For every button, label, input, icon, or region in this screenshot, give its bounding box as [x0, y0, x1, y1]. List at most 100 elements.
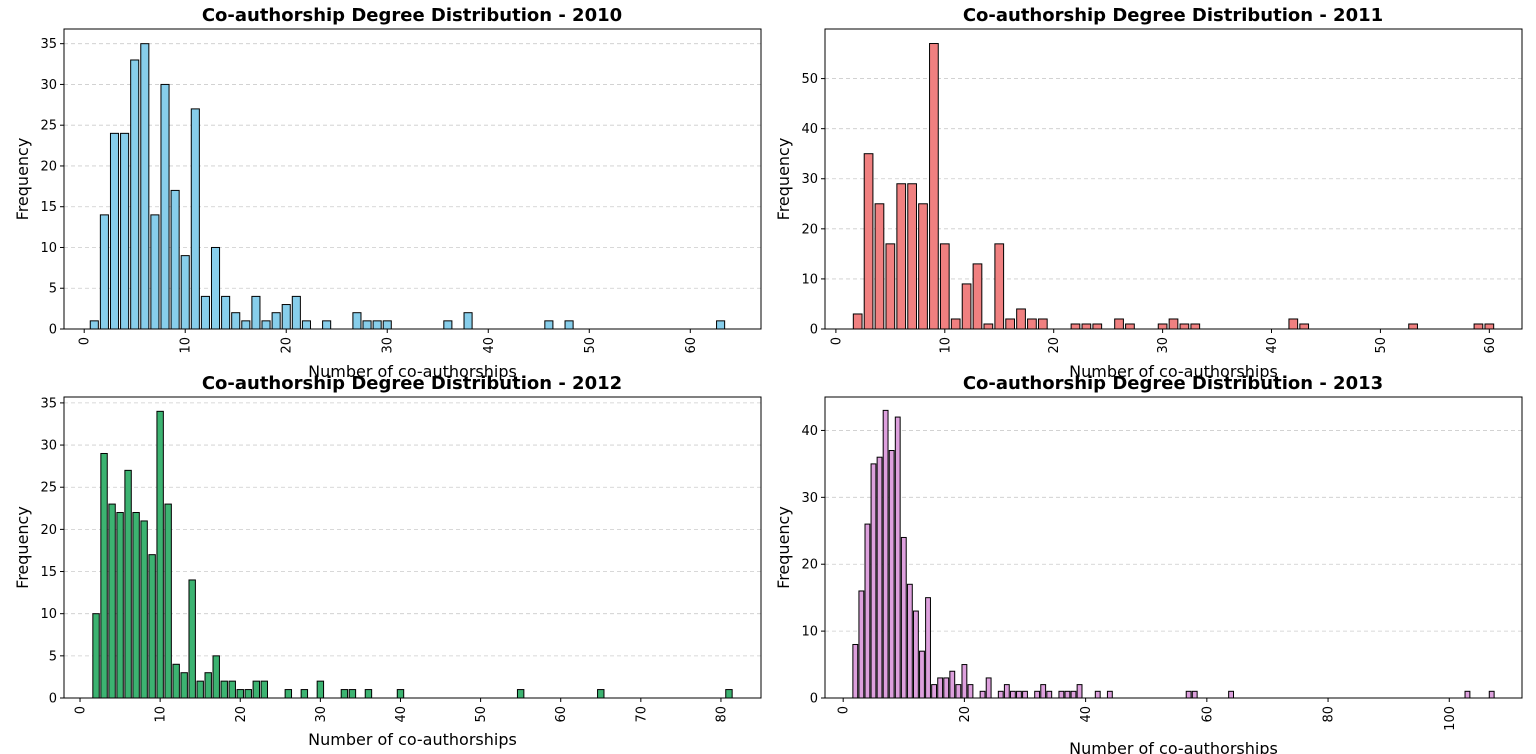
bar: [943, 677, 950, 699]
x-tick-label: 40: [394, 706, 409, 723]
bar: [918, 203, 928, 330]
bar: [937, 677, 944, 699]
bar: [516, 689, 525, 699]
bar: [725, 689, 733, 699]
bar: [156, 410, 164, 699]
x-tick-label: 0: [74, 706, 89, 714]
bar: [906, 583, 913, 699]
bar: [180, 672, 188, 699]
bar: [1037, 318, 1048, 330]
axes-frame: [63, 396, 762, 699]
x-tick-label: 70: [634, 706, 649, 723]
x-tick-label: 60: [554, 706, 569, 723]
bar: [1484, 323, 1495, 330]
x-tick-label: 60: [1200, 706, 1215, 723]
bar: [382, 320, 392, 330]
x-tick-label: 40: [1265, 337, 1280, 354]
x-axis-label: Number of co-authorships: [308, 362, 517, 381]
x-tick-label: 40: [482, 337, 497, 354]
bar: [1081, 323, 1092, 330]
bar: [291, 295, 301, 330]
bar: [1157, 323, 1168, 330]
bar: [1228, 690, 1235, 699]
bar: [852, 313, 863, 330]
bar: [931, 684, 938, 699]
bar: [160, 83, 170, 330]
x-tick-label: 0: [829, 337, 844, 345]
bar: [882, 409, 889, 699]
bar: [912, 610, 919, 699]
y-tick-label: 5: [49, 282, 57, 297]
bar: [544, 320, 554, 330]
bar: [863, 153, 874, 330]
x-tick-label: 60: [1483, 337, 1498, 354]
bar: [300, 689, 309, 699]
bar: [1094, 690, 1101, 699]
bar: [150, 214, 160, 330]
y-tick-label: 35: [40, 37, 57, 52]
bar: [1191, 690, 1198, 699]
bar: [120, 132, 130, 330]
y-tick-label: 0: [49, 692, 57, 707]
bar: [1040, 684, 1047, 699]
bar: [716, 320, 726, 330]
y-tick-label: 0: [810, 692, 818, 707]
bar: [352, 312, 362, 330]
bar: [864, 523, 871, 699]
axes-frame: [63, 28, 762, 330]
x-tick-label: 100: [1443, 706, 1458, 731]
bar: [1027, 318, 1037, 330]
bar: [852, 643, 859, 699]
bar: [396, 689, 405, 699]
bar: [221, 295, 231, 330]
bar: [961, 664, 968, 699]
bar: [204, 672, 212, 699]
x-tick-label: 50: [474, 706, 489, 723]
x-tick-label: 30: [381, 337, 396, 354]
bar: [92, 613, 100, 699]
chart-2: 0 10 20 30 40 50 0 10 20 30 40 50 60 Co-authorship De…: [774, 5, 1523, 381]
y-tick-label: 20: [801, 558, 818, 573]
bar: [929, 43, 939, 330]
bar: [284, 689, 293, 699]
y-tick-label: 20: [40, 159, 57, 174]
y-tick-label: 15: [40, 565, 57, 580]
bar: [874, 203, 885, 330]
bar: [907, 183, 917, 330]
bar: [1034, 690, 1041, 699]
bar: [939, 243, 950, 330]
bar: [1016, 308, 1026, 330]
y-tick-label: 50: [801, 72, 818, 87]
bar: [89, 320, 99, 330]
y-axis-label: Frequency: [13, 138, 32, 221]
bar: [1016, 690, 1022, 699]
x-tick-label: 80: [714, 706, 729, 723]
chart-title: Co-authorship Degree Distribution - 2013: [963, 373, 1383, 394]
bar: [364, 689, 373, 699]
y-tick-label: 25: [40, 119, 57, 134]
bar: [463, 312, 473, 330]
y-tick-label: 30: [40, 78, 57, 93]
bar: [972, 263, 983, 330]
x-tick-label: 10: [179, 337, 194, 354]
bar: [597, 689, 605, 699]
bar: [1092, 323, 1103, 330]
axes-frame: [824, 396, 1523, 699]
y-tick-label: 10: [801, 625, 818, 640]
bar: [261, 320, 271, 330]
bar: [1190, 323, 1201, 330]
bar: [271, 312, 281, 330]
bar: [1464, 690, 1471, 699]
bar: [1168, 318, 1179, 330]
bar: [180, 255, 190, 330]
bar: [1005, 318, 1015, 330]
bar: [896, 183, 907, 330]
bar: [372, 320, 382, 330]
y-tick-label: 10: [40, 607, 57, 622]
bar: [99, 214, 109, 330]
bar: [1288, 318, 1299, 330]
bar: [244, 689, 252, 699]
bar: [900, 536, 907, 699]
bar: [1408, 323, 1418, 330]
x-tick-label: 50: [583, 337, 598, 354]
